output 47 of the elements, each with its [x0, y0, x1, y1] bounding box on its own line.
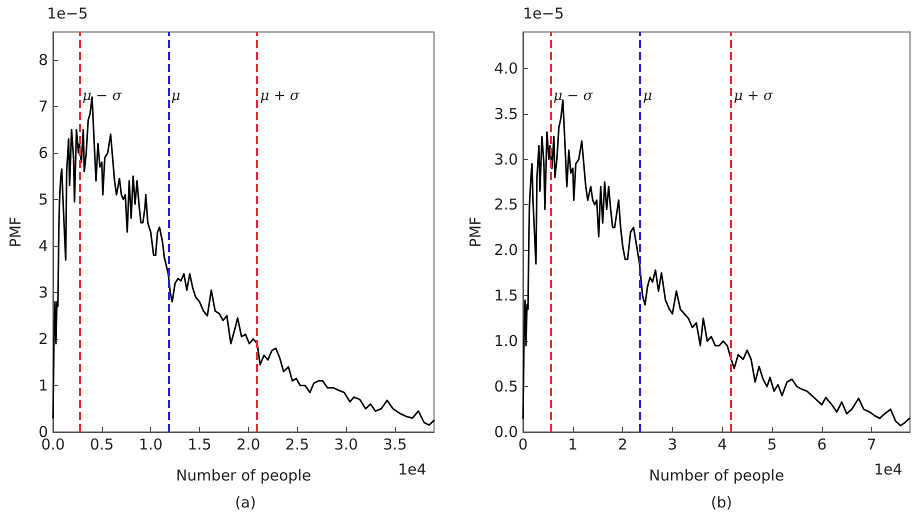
x-tick-label: 5 — [767, 436, 777, 454]
x-axis-title: Number of people — [648, 466, 784, 484]
y-axis-title: PMF — [466, 216, 485, 248]
y-tick-label: 1.5 — [494, 286, 518, 305]
y-tick-label: 8 — [38, 50, 48, 69]
y-tick-label: 3 — [38, 283, 48, 302]
ref-line-label: μ + σ — [734, 88, 774, 104]
text: 1e−5 — [47, 4, 88, 22]
y-tick-label: 3.0 — [494, 150, 518, 168]
text: 1e4 — [398, 460, 426, 478]
text: (b) — [710, 494, 732, 512]
ref-line-label: μ — [171, 88, 180, 104]
y-tick-label: 1 — [38, 376, 48, 394]
y-axis-title: PMF — [6, 216, 24, 248]
ref-line-label: μ − σ — [82, 88, 122, 104]
y-tick-label: 3.5 — [494, 104, 518, 123]
x-tick-label: 7 — [866, 436, 876, 454]
x-tick-label: 6 — [817, 436, 827, 454]
y-tick-label: 4 — [38, 236, 48, 255]
x-tick-label: 2.0 — [236, 436, 260, 454]
x-tick-label: 3.0 — [334, 436, 358, 454]
ref-line-label: μ − σ — [553, 88, 594, 104]
y-tick-label: 0.0 — [494, 423, 518, 441]
y-tick-label: 5 — [38, 190, 48, 208]
x-tick-label: 2.5 — [285, 436, 310, 454]
y-tick-label: 1.0 — [494, 332, 518, 350]
text: 1e4 — [874, 460, 902, 478]
y-tick-label: 2.5 — [494, 196, 518, 214]
text: 1e−5 — [523, 4, 564, 22]
x-tick-label: 1.0 — [138, 436, 163, 454]
x-tick-label: 3 — [668, 436, 678, 454]
x-tick-label: 0.5 — [90, 436, 114, 454]
y-tick-label: 4.0 — [494, 59, 518, 78]
y-tick-label: 0.5 — [494, 378, 518, 396]
x-tick-label: 1.5 — [188, 436, 212, 454]
text: (a) — [235, 494, 256, 512]
ref-line-label: μ + σ — [260, 88, 300, 104]
x-tick-label: 2 — [618, 436, 628, 454]
y-tick-label: 2.0 — [494, 241, 518, 260]
x-tick-label: 3.5 — [382, 436, 407, 454]
y-tick-label: 2 — [38, 330, 48, 348]
y-tick-label: 6 — [38, 144, 48, 162]
ref-line-label: μ — [643, 88, 652, 104]
x-tick-label: 4 — [717, 436, 727, 454]
x-axis-title: Number of people — [176, 466, 312, 484]
y-tick-label: 7 — [38, 97, 48, 116]
x-tick-label: 1 — [568, 436, 578, 454]
